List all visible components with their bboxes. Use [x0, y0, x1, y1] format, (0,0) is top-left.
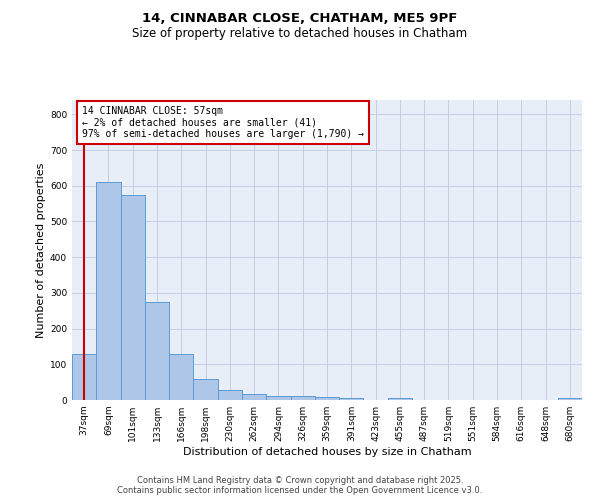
- Bar: [145, 302, 169, 400]
- Bar: [290, 396, 315, 400]
- Bar: [242, 394, 266, 400]
- X-axis label: Distribution of detached houses by size in Chatham: Distribution of detached houses by size …: [182, 447, 472, 457]
- Bar: [121, 194, 145, 400]
- Text: 14, CINNABAR CLOSE, CHATHAM, ME5 9PF: 14, CINNABAR CLOSE, CHATHAM, ME5 9PF: [142, 12, 458, 26]
- Bar: [266, 396, 290, 400]
- Y-axis label: Number of detached properties: Number of detached properties: [36, 162, 46, 338]
- Text: 14 CINNABAR CLOSE: 57sqm
← 2% of detached houses are smaller (41)
97% of semi-de: 14 CINNABAR CLOSE: 57sqm ← 2% of detache…: [82, 106, 364, 139]
- Bar: [218, 390, 242, 400]
- Bar: [193, 378, 218, 400]
- Text: Size of property relative to detached houses in Chatham: Size of property relative to detached ho…: [133, 28, 467, 40]
- Bar: [339, 398, 364, 400]
- Bar: [315, 397, 339, 400]
- Text: Contains HM Land Registry data © Crown copyright and database right 2025.
Contai: Contains HM Land Registry data © Crown c…: [118, 476, 482, 495]
- Bar: [169, 354, 193, 400]
- Bar: [558, 398, 582, 400]
- Bar: [388, 398, 412, 400]
- Bar: [72, 354, 96, 400]
- Bar: [96, 182, 121, 400]
